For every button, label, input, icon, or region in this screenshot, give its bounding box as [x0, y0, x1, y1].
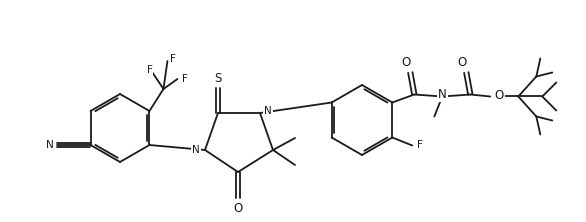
Text: F: F	[182, 74, 188, 84]
Text: N: N	[192, 145, 200, 155]
Text: N: N	[46, 140, 53, 150]
Text: O: O	[401, 56, 411, 69]
Text: F: F	[146, 65, 152, 75]
Text: O: O	[233, 202, 243, 214]
Text: N: N	[438, 88, 447, 101]
Text: O: O	[495, 89, 503, 102]
Text: O: O	[458, 56, 467, 69]
Text: N: N	[264, 106, 272, 116]
Text: F: F	[417, 141, 423, 151]
Text: F: F	[171, 54, 176, 64]
Text: S: S	[214, 71, 222, 85]
